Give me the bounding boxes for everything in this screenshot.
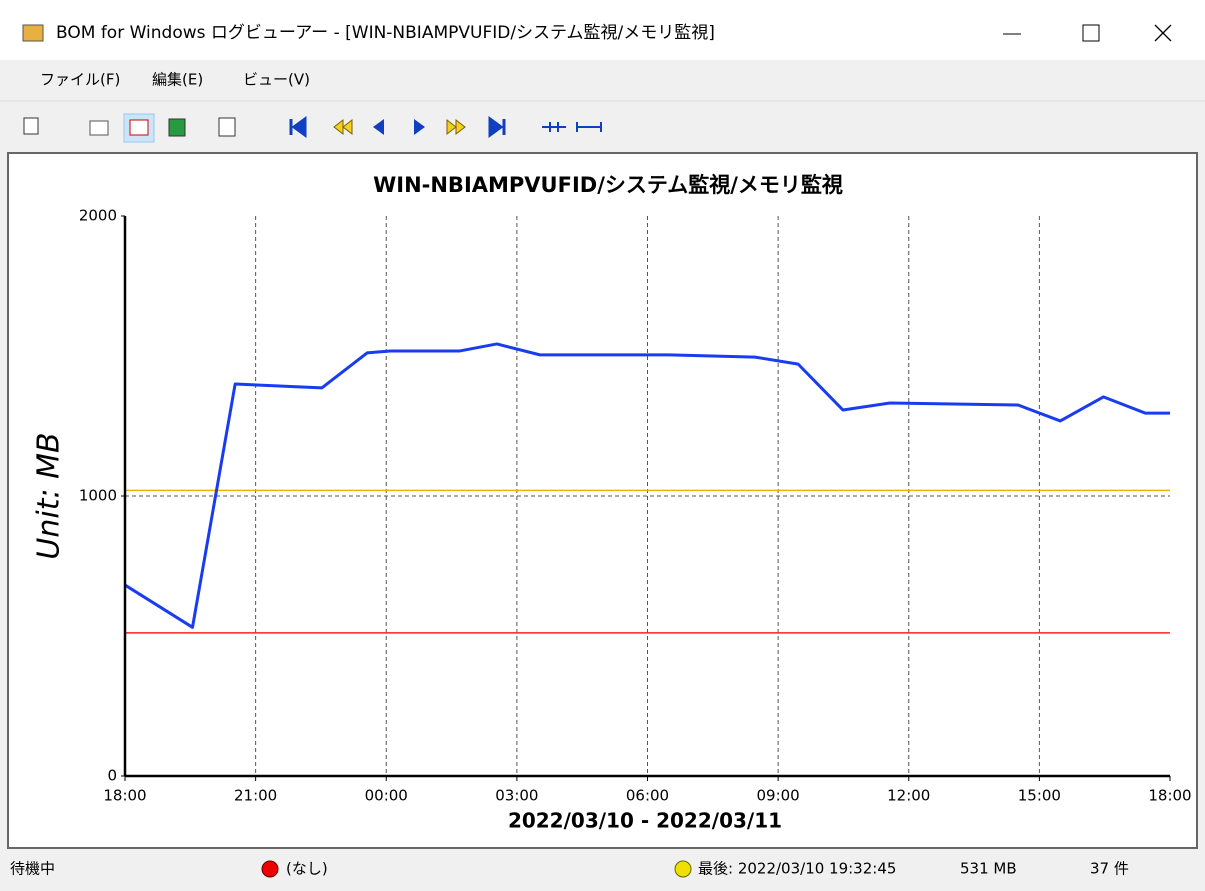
menu-file[interactable]: ファイル(F) (40, 71, 120, 89)
y-tick-label: 1000 (79, 487, 117, 505)
last-button[interactable] (488, 116, 506, 138)
table-button[interactable] (89, 120, 109, 136)
menu-edit[interactable]: 編集(E) (152, 71, 203, 89)
x-tick-label: 00:00 (365, 787, 408, 805)
status-last: 最後: 2022/03/10 19:32:45 (698, 860, 896, 878)
x-tick-label: 03:00 (495, 787, 538, 805)
graph-icon (129, 119, 149, 136)
status-bar (0, 850, 1205, 887)
x-tick-label: 12:00 (887, 787, 930, 805)
prev-button[interactable] (373, 119, 384, 135)
next-button[interactable] (414, 119, 425, 135)
plot: 0 1000 2000 18:00 21:00 00:00 03:00 06:00 09:00 1… (79, 207, 1192, 805)
close-button[interactable] (1154, 24, 1172, 42)
prev-page-button[interactable] (333, 118, 353, 136)
alert-icon (261, 860, 279, 878)
refresh-button[interactable] (168, 118, 186, 137)
x-tick-label: 06:00 (626, 787, 669, 805)
zoom-out-button[interactable] (576, 122, 602, 132)
x-axis-label: 2022/03/10 - 2022/03/11 (508, 809, 782, 833)
y-tick-label: 2000 (79, 207, 117, 225)
zoom-in-button[interactable] (542, 122, 566, 132)
chart-title: WIN-NBIAMPVUFID/システム監視/メモリ監視 (373, 173, 843, 197)
status-last-value: 531 MB (960, 860, 1017, 878)
status-count: 37 件 (1090, 860, 1129, 878)
next-page-button[interactable] (446, 118, 466, 136)
status-alert: (なし) (286, 860, 328, 878)
window-title: BOM for Windows ログビューアー - [WIN-NBIAMPVUF… (56, 23, 715, 43)
export-button[interactable] (218, 117, 236, 137)
maximize-button[interactable] (1082, 24, 1100, 42)
title-bar (0, 0, 1205, 60)
toolbar (23, 113, 602, 143)
data-line (124, 342, 1170, 629)
menu-view[interactable]: ビュー(V) (243, 71, 310, 89)
x-tick-label: 18:00 (1148, 787, 1191, 805)
x-tick-label: 18:00 (103, 787, 146, 805)
last-icon (674, 860, 692, 878)
chart-panel (7, 152, 1198, 849)
x-tick-label: 15:00 (1018, 787, 1061, 805)
y-tick-label: 0 (107, 767, 117, 785)
status-state: 待機中 (10, 860, 55, 878)
x-tick-label: 21:00 (234, 787, 277, 805)
copy-button[interactable] (23, 117, 39, 135)
first-button[interactable] (289, 116, 307, 138)
app-icon (22, 24, 44, 42)
y-axis-label: Unit: MB (32, 432, 67, 559)
x-tick-label: 09:00 (757, 787, 800, 805)
